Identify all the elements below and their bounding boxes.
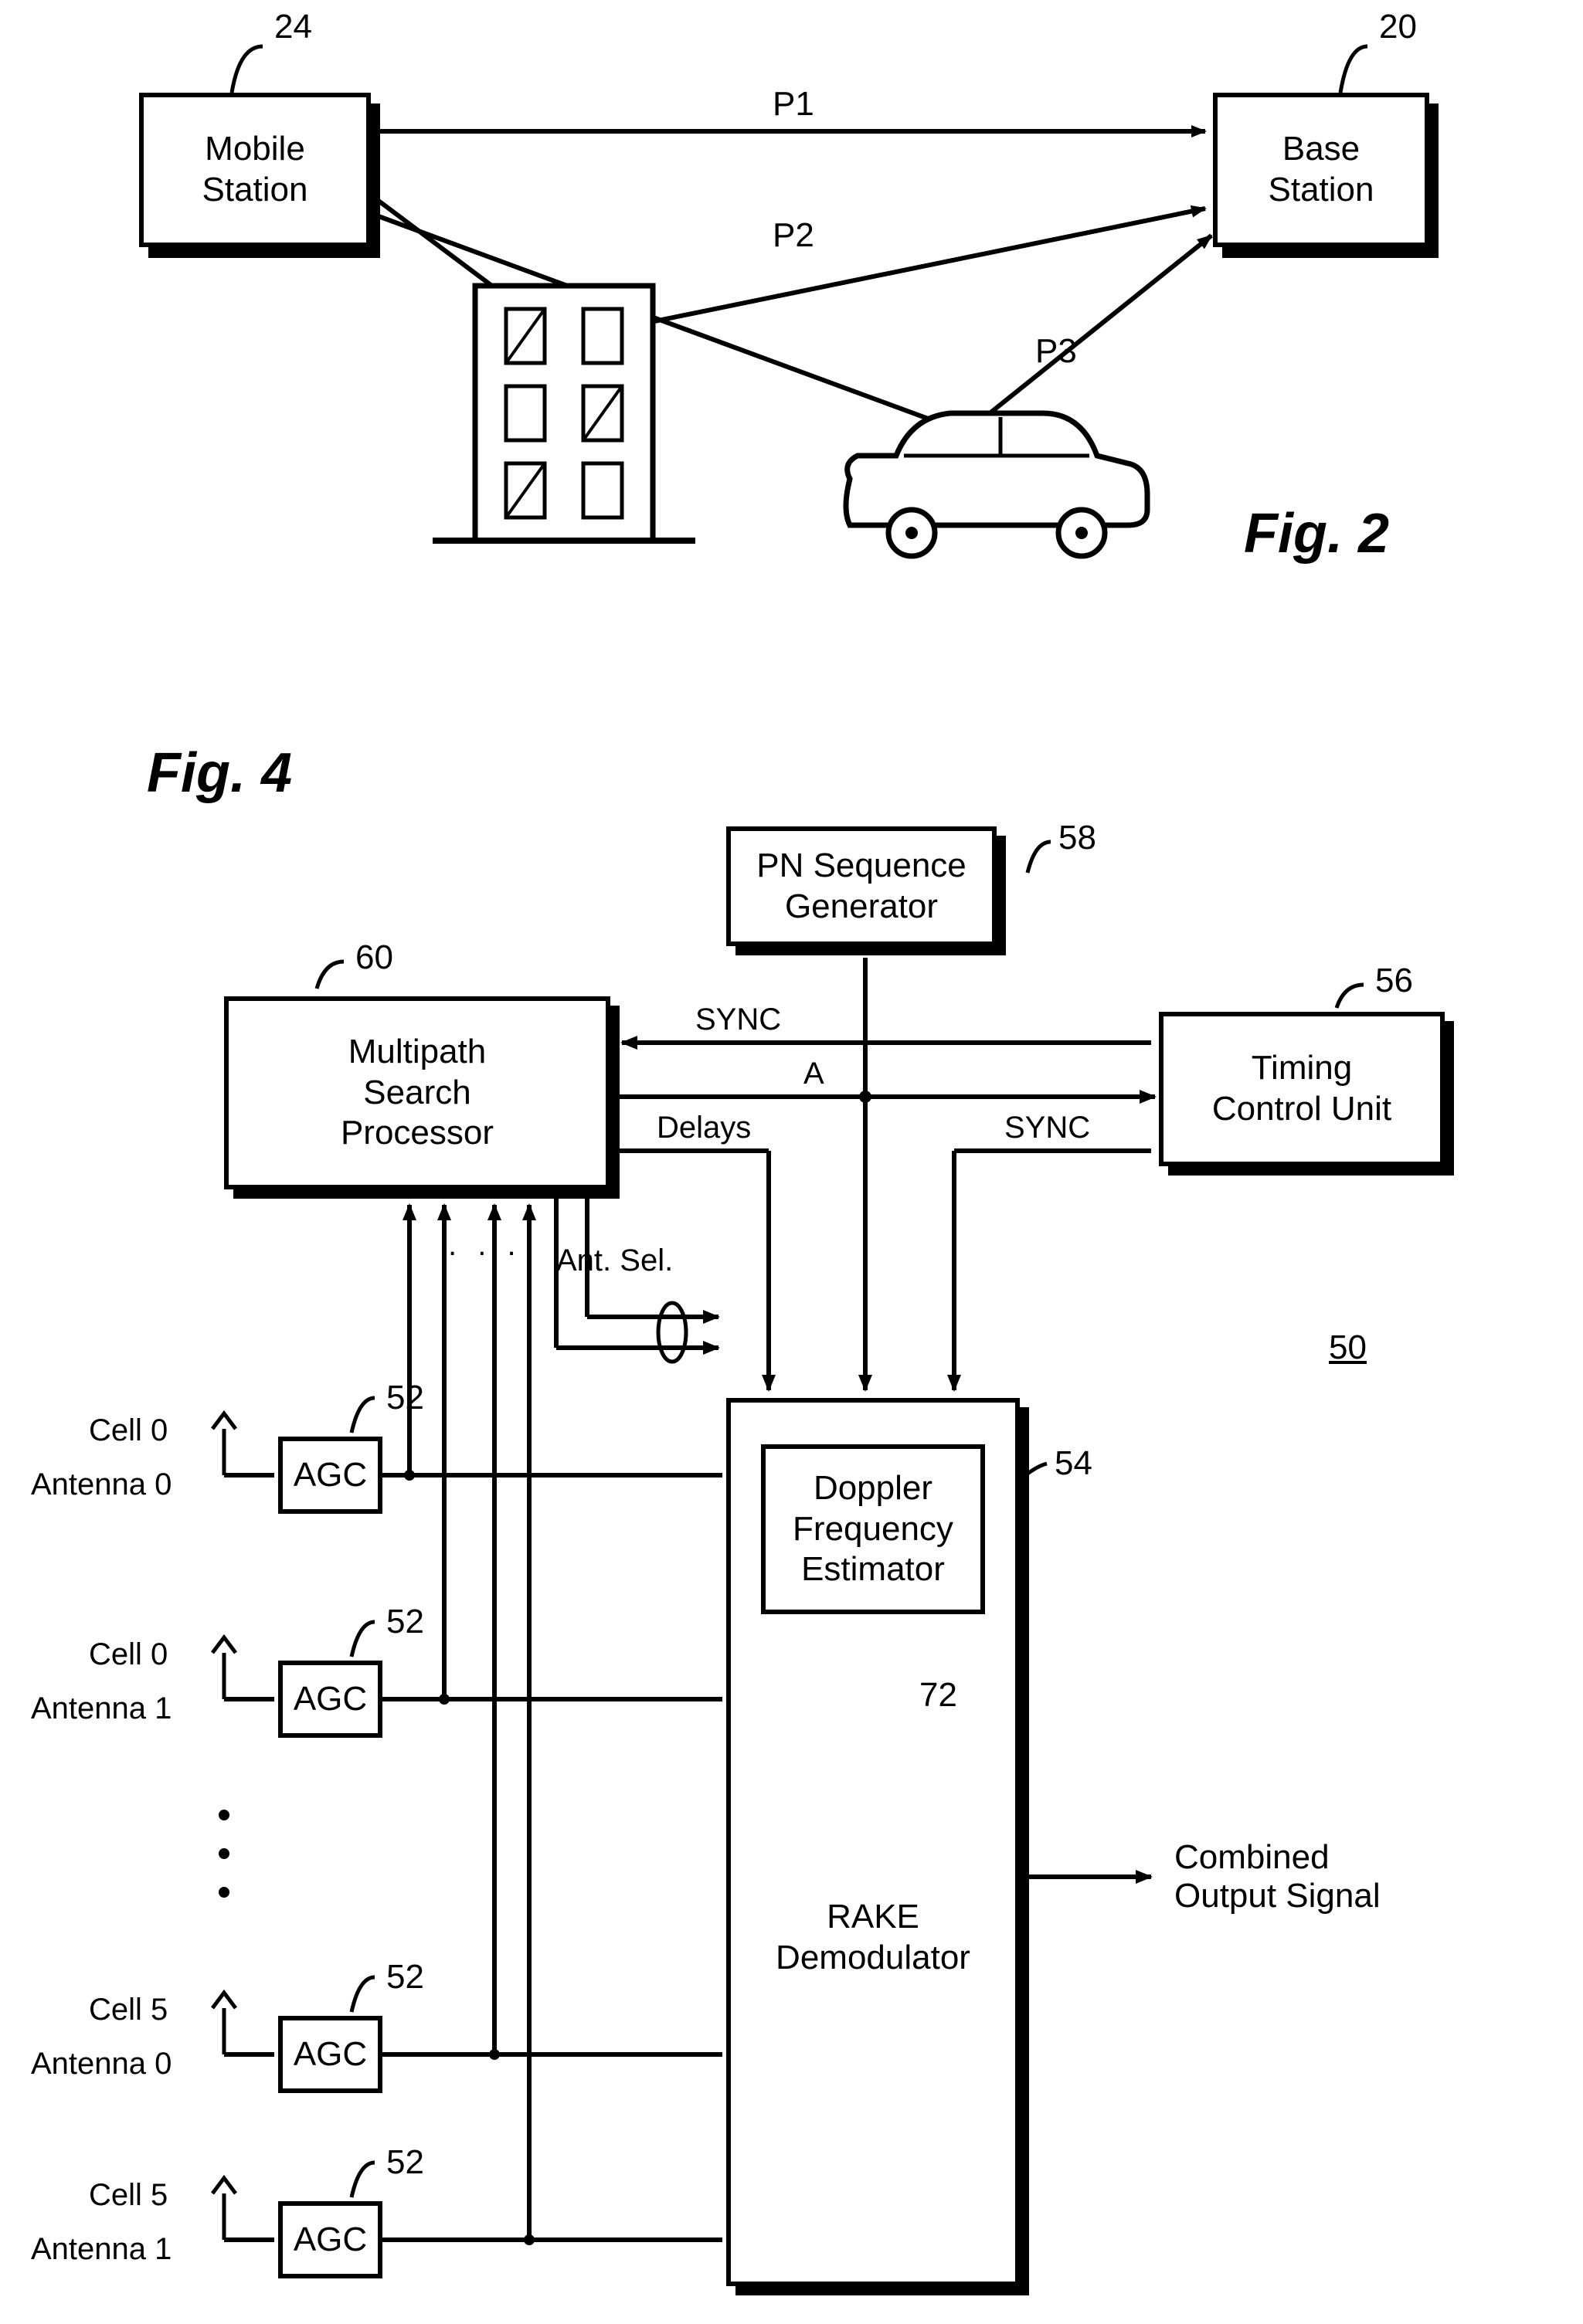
multipath-box: Multipath Search Processor: [224, 996, 610, 1189]
pn-ref: 58: [1058, 819, 1096, 857]
agc-box-1: AGC: [278, 1661, 382, 1738]
output-label: Combined Output Signal: [1174, 1838, 1381, 1915]
agc-ref-0: 52: [386, 1379, 424, 1417]
sync2-label: SYNC: [1004, 1111, 1090, 1145]
ellipsis-label: . . .: [448, 1228, 522, 1263]
timing-box: Timing Control Unit: [1159, 1012, 1445, 1166]
ant2a-label: Antenna 0: [31, 2047, 172, 2081]
system-ref: 50: [1329, 1328, 1367, 1367]
a-label: A: [803, 1057, 824, 1091]
ant0a-label: Antenna 0: [31, 1467, 172, 1502]
ant1c-label: Cell 0: [89, 1637, 168, 1672]
ant3c-label: Cell 5: [89, 2178, 168, 2213]
timing-ref: 56: [1375, 962, 1413, 1000]
doppler-box: Doppler Frequency Estimator: [761, 1444, 985, 1614]
agc-box-0: AGC: [278, 1437, 382, 1514]
delays-label: Delays: [657, 1111, 751, 1145]
ant1a-label: Antenna 1: [31, 1691, 172, 1726]
pn-generator-box: PN Sequence Generator: [726, 826, 997, 946]
ant3a-label: Antenna 1: [31, 2232, 172, 2267]
sync1-label: SYNC: [695, 1003, 781, 1037]
rake-ref: 54: [1055, 1444, 1092, 1483]
agc-box-2: AGC: [278, 2016, 382, 2093]
ant2c-label: Cell 5: [89, 1993, 168, 2027]
doppler-ref: 72: [919, 1676, 957, 1715]
agc-box-3: AGC: [278, 2201, 382, 2278]
agc-ref-2: 52: [386, 1958, 424, 1997]
multipath-ref: 60: [355, 938, 393, 977]
antsel-label: Ant. Sel.: [556, 1243, 673, 1278]
ant0c-label: Cell 0: [89, 1413, 168, 1448]
agc-ref-1: 52: [386, 1603, 424, 1641]
agc-ref-3: 52: [386, 2143, 424, 2182]
